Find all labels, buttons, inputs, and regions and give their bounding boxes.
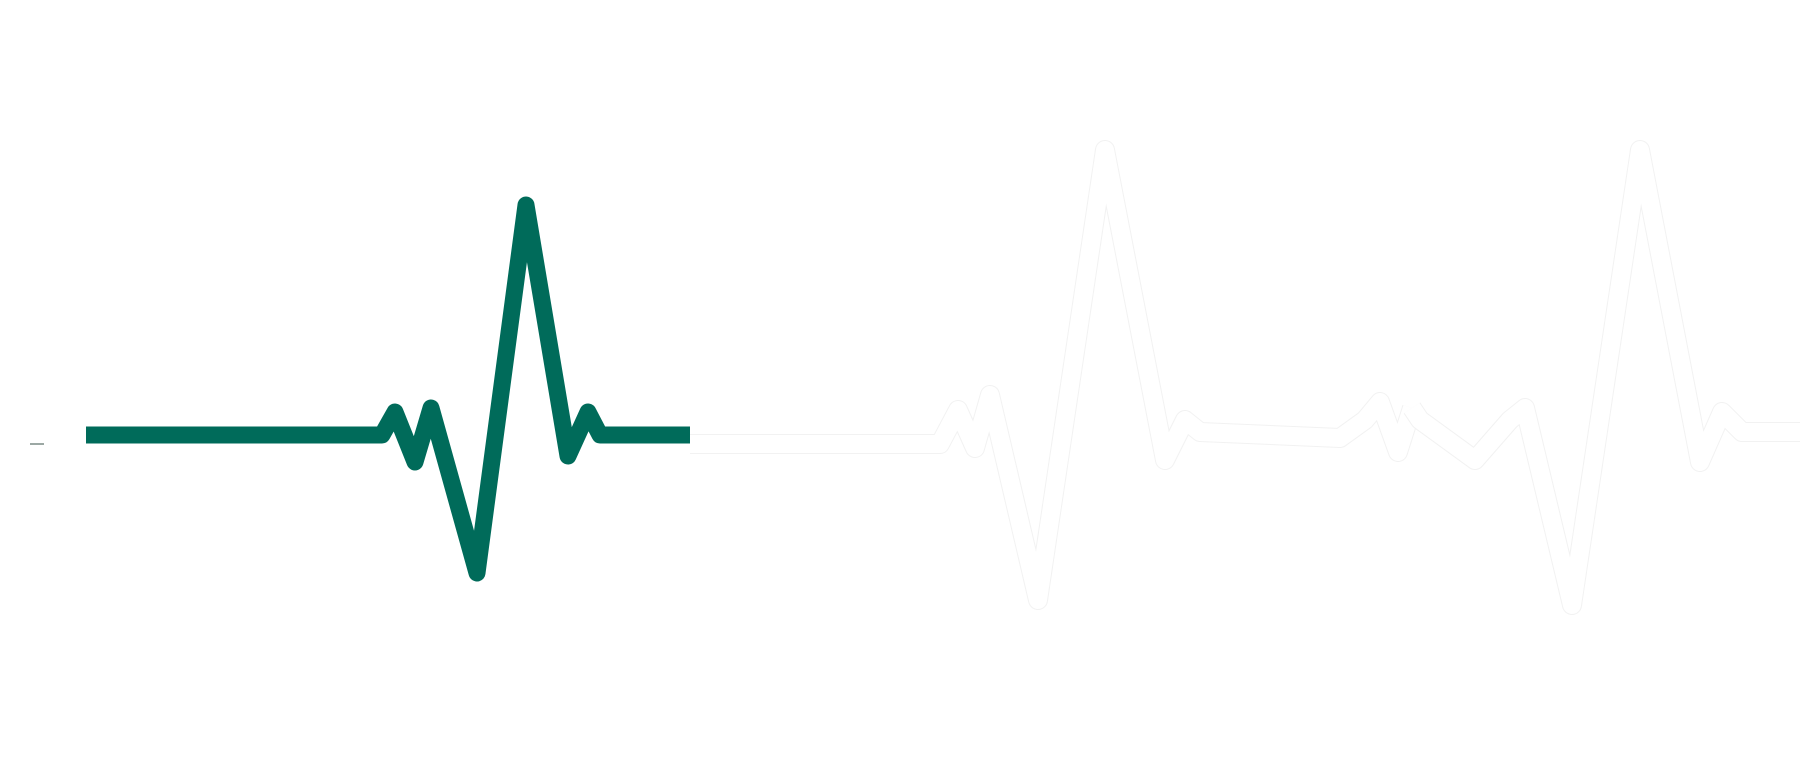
ghost-ecg-traces (690, 140, 1800, 615)
active-ecg-trace (86, 196, 690, 582)
ghost-ecg-trace-2 (1404, 141, 1800, 614)
ghost-ecg-trace-1 (690, 141, 1421, 609)
